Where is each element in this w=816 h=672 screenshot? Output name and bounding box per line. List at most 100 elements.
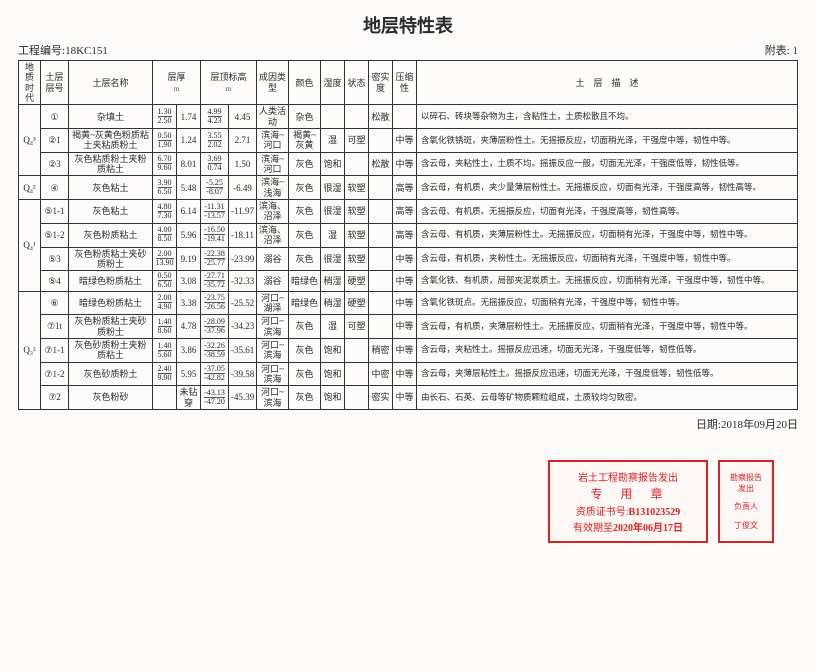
thick-range-cell: 4.807.30 bbox=[153, 200, 177, 224]
elev-range-cell: 4.994.23 bbox=[201, 105, 229, 129]
thick-avg-cell: 3.86 bbox=[177, 338, 201, 362]
project-info: 工程编号:18KC151 bbox=[18, 42, 108, 58]
table-body: Q₄³①杂填土1.302.501.744.994.234.45人类活动杂色松散以… bbox=[19, 105, 798, 410]
compress-cell: 中等 bbox=[393, 362, 417, 386]
table-row: Q₃²⑥暗绿色粉质粘土2.004.903.38-23.75-26.56-25.5… bbox=[19, 291, 798, 315]
compress-cell bbox=[393, 105, 417, 129]
desc-cell: 含云母，有机质，夹粉性土。无摇振反应，切面稍有光泽，干强度中等，韧性中等。 bbox=[417, 247, 798, 271]
density-cell: 稍密 bbox=[369, 338, 393, 362]
genesis-cell: 滨海~浅海 bbox=[257, 176, 289, 200]
state-cell: 软塑 bbox=[345, 176, 369, 200]
desc-cell: 含氧化铁、有机质，局部夹泥炭质土。无摇振反应，切面稍有光泽，干强度中等，韧性中等… bbox=[417, 271, 798, 291]
table-row: Q₄³①杂填土1.302.501.744.994.234.45人类活动杂色松散以… bbox=[19, 105, 798, 129]
table-row: ⑤1-2灰色粉质粘土4.008.505.96-16.50-19.41-18.11… bbox=[19, 223, 798, 247]
layer-no-cell: ⑦2 bbox=[41, 386, 69, 410]
era-cell: Q₄¹ bbox=[19, 200, 41, 291]
layer-no-cell: ⑥ bbox=[41, 291, 69, 315]
project-no: 18KC151 bbox=[65, 45, 108, 57]
layer-no-cell: ⑤3 bbox=[41, 247, 69, 271]
elev-avg-cell: 2.71 bbox=[229, 129, 257, 153]
color-cell: 灰色 bbox=[289, 315, 321, 339]
thick-range-cell: 2.409.90 bbox=[153, 362, 177, 386]
table-row: ⑤4暗绿色粉质粘土0.506.503.08-27.71-35.72-32.33溺… bbox=[19, 271, 798, 291]
layer-no-cell: ②3 bbox=[41, 152, 69, 176]
desc-cell: 以碎石、砖块等杂物为主，含粘性土，土质松散且不均。 bbox=[417, 105, 798, 129]
elev-avg-cell: -39.58 bbox=[229, 362, 257, 386]
state-cell: 硬塑 bbox=[345, 291, 369, 315]
desc-cell: 含云母，有机质，夹少量薄层粉性土。无摇振反应，切面有光泽，干强度高等，韧性高等。 bbox=[417, 176, 798, 200]
desc-cell: 含云母，夹薄层粘性土。摇振反应迅速，切面无光泽，干强度低等，韧性低等。 bbox=[417, 362, 798, 386]
layer-name-cell: 灰色粉质粘土 bbox=[69, 223, 153, 247]
layer-no-cell: ②1 bbox=[41, 129, 69, 153]
thick-avg-cell: 9.19 bbox=[177, 247, 201, 271]
elev-range-cell: -5.25-8.07 bbox=[201, 176, 229, 200]
thick-range-cell: 2.004.90 bbox=[153, 291, 177, 315]
desc-cell: 含云母、有机质。无摇振反应，切面有光泽，干强度高等，韧性高等。 bbox=[417, 200, 798, 224]
state-cell bbox=[345, 105, 369, 129]
genesis-cell: 河口~滨海 bbox=[257, 362, 289, 386]
era-cell: Q₄² bbox=[19, 176, 41, 200]
th-thick: 层厚m bbox=[153, 61, 201, 105]
humidity-cell: 湿 bbox=[321, 223, 345, 247]
desc-cell: 含氧化铁锈斑，夹薄层粉性土。无摇振反应，切面稍光泽，干强度中等，韧性中等。 bbox=[417, 129, 798, 153]
desc-cell: 含云母，有机质，夹薄层粉性土。无摇振反应，切面稍有光泽，干强度中等，韧性中等。 bbox=[417, 315, 798, 339]
thick-range-cell: 1.302.50 bbox=[153, 105, 177, 129]
density-cell bbox=[369, 176, 393, 200]
thick-range-cell: 3.906.50 bbox=[153, 176, 177, 200]
th-era: 地质时代 bbox=[19, 61, 41, 105]
page-title: 地层特性表 bbox=[18, 12, 798, 38]
genesis-cell: 滨海、沼泽 bbox=[257, 200, 289, 224]
thick-avg-cell: 5.96 bbox=[177, 223, 201, 247]
project-label: 工程编号: bbox=[18, 45, 65, 57]
genesis-cell: 滨海~河口 bbox=[257, 129, 289, 153]
genesis-cell: 滨海、沼泽 bbox=[257, 223, 289, 247]
table-row: Q₄¹⑤1-1灰色粘土4.807.306.14-11.31-13.57-11.9… bbox=[19, 200, 798, 224]
date-label: 日期: bbox=[696, 419, 721, 431]
layer-no-cell: ⑦1t bbox=[41, 315, 69, 339]
stamp-side-text: 勘察报告发出 bbox=[728, 472, 764, 494]
thick-range-cell: 0.506.50 bbox=[153, 271, 177, 291]
thick-avg-cell: 5.95 bbox=[177, 362, 201, 386]
elev-avg-cell: -32.33 bbox=[229, 271, 257, 291]
elev-range-cell: -11.31-13.57 bbox=[201, 200, 229, 224]
state-cell bbox=[345, 386, 369, 410]
thick-range-cell: 4.008.50 bbox=[153, 223, 177, 247]
thick-avg-cell: 6.14 bbox=[177, 200, 201, 224]
layer-no-cell: ⑤1-2 bbox=[41, 223, 69, 247]
genesis-cell: 河口~湖泽 bbox=[257, 291, 289, 315]
state-cell: 硬塑 bbox=[345, 271, 369, 291]
elev-range-cell: -37.05-42.82 bbox=[201, 362, 229, 386]
thick-avg-cell: 3.08 bbox=[177, 271, 201, 291]
color-cell: 暗绿色 bbox=[289, 291, 321, 315]
elev-range-cell: -28.09-37.96 bbox=[201, 315, 229, 339]
compress-cell: 中等 bbox=[393, 315, 417, 339]
layer-name-cell: 灰色砂质粉土 bbox=[69, 362, 153, 386]
density-cell bbox=[369, 247, 393, 271]
table-row: ⑦1t灰色粉质粘土夹砂质粉土1.408.604.78-28.09-37.96-3… bbox=[19, 315, 798, 339]
stamp-line1: 岩土工程勘察报告发出 bbox=[558, 469, 698, 484]
layer-name-cell: 灰色粘土 bbox=[69, 200, 153, 224]
elev-avg-cell: -45.39 bbox=[229, 386, 257, 410]
elev-avg-cell: -34.23 bbox=[229, 315, 257, 339]
elev-range-cell: -27.71-35.72 bbox=[201, 271, 229, 291]
table-row: Q₄²④灰色粘土3.906.505.48-5.25-8.07-6.49滨海~浅海… bbox=[19, 176, 798, 200]
th-name: 土层名称 bbox=[69, 61, 153, 105]
elev-avg-cell: -35.61 bbox=[229, 338, 257, 362]
color-cell: 灰色 bbox=[289, 386, 321, 410]
color-cell: 灰色 bbox=[289, 200, 321, 224]
compress-cell: 高等 bbox=[393, 223, 417, 247]
density-cell bbox=[369, 129, 393, 153]
layer-name-cell: 灰色粘土 bbox=[69, 176, 153, 200]
elev-avg-cell: -23.99 bbox=[229, 247, 257, 271]
elev-range-cell: -43.13-47.20 bbox=[201, 386, 229, 410]
state-cell bbox=[345, 152, 369, 176]
stamp-side: 勘察报告发出 负责人 丁俊文 bbox=[718, 460, 774, 543]
elev-avg-cell: 1.50 bbox=[229, 152, 257, 176]
genesis-cell: 溺谷 bbox=[257, 247, 289, 271]
thick-avg-cell: 1.24 bbox=[177, 129, 201, 153]
strata-table: 地质时代 土层层号 土层名称 层厚m 层顶标高m 成因类型 颜色 湿度 状态 密… bbox=[18, 60, 798, 410]
density-cell: 密实 bbox=[369, 386, 393, 410]
thick-range-cell: 1.405.60 bbox=[153, 338, 177, 362]
layer-no-cell: ⑤4 bbox=[41, 271, 69, 291]
elev-range-cell: -32.26-38.59 bbox=[201, 338, 229, 362]
